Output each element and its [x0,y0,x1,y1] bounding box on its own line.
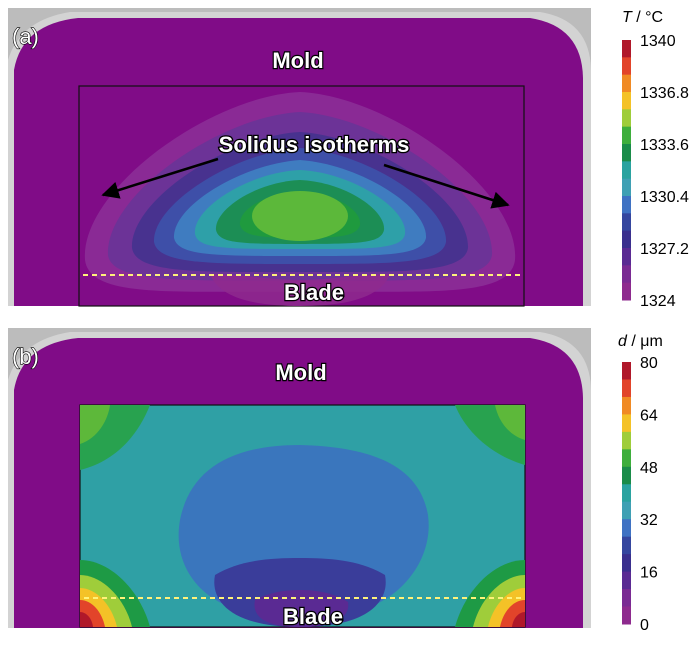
colorbar-a-swatch [622,57,631,76]
colorbar-b-swatch [622,484,631,503]
panel-b-colorbar: d / μm 80 64 48 32 16 0 [618,333,663,634]
panel-b: (b) Mold Blade d / μm 80 64 48 32 16 0 [8,328,663,634]
colorbar-b-swatch [622,501,631,520]
panel-a-temperature-contours [84,92,516,306]
colorbar-a-tick-label: 1324 [640,293,676,310]
contour-a-9 [252,191,348,241]
colorbar-b-swatch [622,571,631,590]
colorbar-b-tick-label: 16 [640,565,658,582]
colorbar-b-swatch [622,466,631,485]
panel-b-colorbar-title: d / μm [618,333,663,350]
colorbar-b-swatch [622,449,631,468]
colorbar-b-tick-label: 0 [640,617,649,634]
panel-a-annotation: Solidus isotherms [219,132,410,157]
panel-b-letter: (b) [12,344,39,369]
annotation-arrow-right [383,163,510,209]
colorbar-a-unit: / °C [632,9,663,26]
colorbar-b-swatch [622,414,631,433]
colorbar-b-tick-label: 48 [640,460,658,477]
colorbar-a-swatch [622,248,631,266]
colorbar-b-swatch [622,379,631,398]
colorbar-b-swatch [622,519,631,538]
colorbar-a-swatch [622,74,631,93]
colorbar-a-swatch [622,178,631,197]
colorbar-a-swatch [622,144,631,162]
contour-b-bl-5 [80,612,93,627]
panel-a-blade-label: Blade [284,280,344,305]
colorbar-a-tick-label: 1336.8 [640,85,689,102]
colorbar-b-tick-label: 64 [640,407,658,424]
panel-a-mold-label: Mold [272,48,323,73]
colorbar-a-swatch [622,213,631,232]
colorbar-a-swatch [622,92,631,110]
annotation-arrow-left [101,157,219,199]
colorbar-a-tick-label: 1330.4 [640,189,689,206]
colorbar-a-swatch [622,196,631,214]
colorbar-b-swatch [622,606,631,625]
colorbar-b-unit: / μm [627,333,663,350]
contour-b-br-5 [512,612,525,627]
colorbar-b-swatch [622,554,631,573]
colorbar-a-tick-label: 1327.2 [640,241,689,258]
colorbar-a-var: T [622,9,633,26]
colorbar-b-var: d [618,333,628,350]
colorbar-a-swatch [622,126,631,145]
panel-b-mold-label: Mold [275,360,326,385]
colorbar-b-tick-label: 32 [640,512,658,529]
colorbar-a-swatch [622,265,631,284]
colorbar-a-swatch [622,109,631,128]
contour-b-center-bottom [254,590,349,627]
panel-b-blade-label: Blade [283,604,343,629]
colorbar-b-swatch [622,362,631,380]
colorbar-a-tick-label: 1333.6 [640,137,689,154]
colorbar-b-swatch [622,431,631,450]
contour-b-tl-inner [80,405,110,444]
panel-a: (a) Mold Blade Solidus isotherms T / °C … [8,8,689,310]
colorbar-b-swatch [622,536,631,555]
colorbar-a-swatch [622,230,631,249]
colorbar-b-swatch [622,396,631,415]
panel-a-colorbar-title: T / °C [622,9,663,26]
panel-a-letter: (a) [12,24,39,49]
panel-a-colorbar: T / °C 1340 1336.8 1333.6 1330.4 1327.2 1324 [622,9,689,310]
colorbar-a-swatch [622,161,631,180]
colorbar-a-tick-label: 1340 [640,33,676,50]
panel-b-grain-size-contours [80,405,525,627]
colorbar-b-swatch [622,589,631,608]
contour-a-lower [210,274,390,306]
colorbar-b-tick-label: 80 [640,355,658,372]
contour-b-tr-inner [495,405,525,440]
colorbar-a-swatch [622,40,631,58]
colorbar-a-swatch [622,282,631,301]
